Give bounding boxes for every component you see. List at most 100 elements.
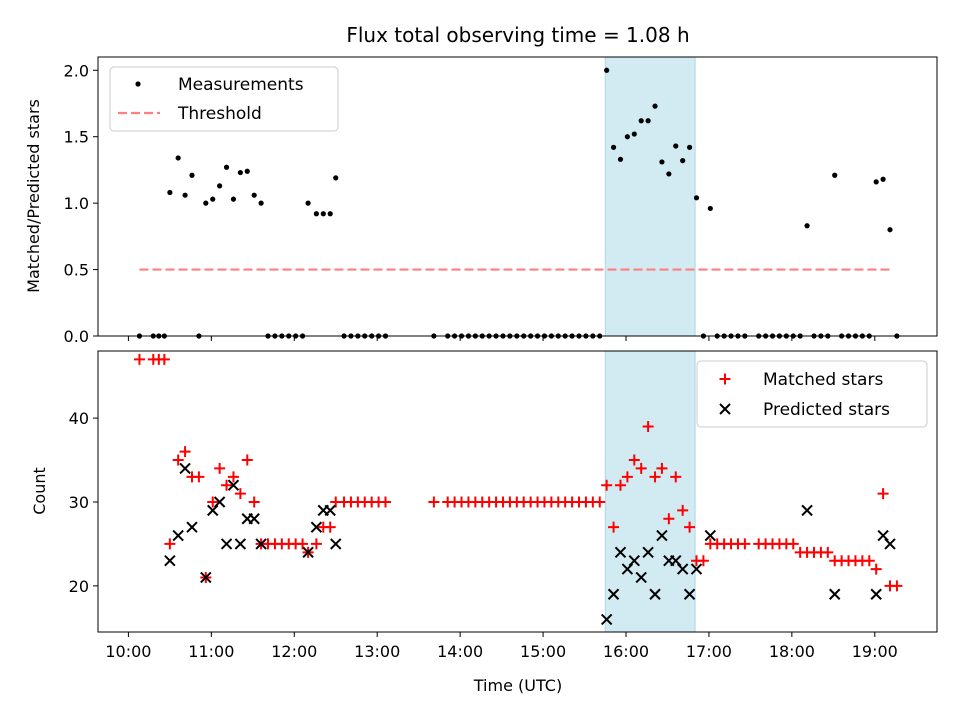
predicted-star-point [649,588,661,600]
count-y-axis-label: Count [30,467,49,515]
matched-star-point [739,538,751,550]
y-tick-label: 2.0 [64,61,89,80]
measurement-point [804,223,810,229]
predicted-star-point [877,529,889,542]
ratio-x-ticks [127,336,876,341]
count-legend: Matched stars Predicted stars [696,360,928,428]
measurement-point [305,200,311,206]
x-tick-label: 14:00 [437,642,483,661]
predicted-star-point [642,546,654,559]
measurement-point [666,171,672,177]
measurement-point [617,156,624,162]
measurement-point [237,169,243,176]
predicted-star-point [234,538,247,550]
x-tick-label: 16:00 [603,642,649,661]
matched-star-point [227,471,239,483]
measurement-points [136,67,900,339]
measurement-point [244,168,250,174]
matched-star-point [614,479,626,491]
measurement-point [673,143,679,149]
predicted-star-point [656,529,668,542]
legend-measurements-label: Measurements [178,75,304,95]
matched-star-point [594,496,606,508]
predicted-star-point [179,462,191,475]
legend-predicted-label: Predicted stars [763,400,890,420]
measurement-point [313,211,319,217]
measurement-point [258,200,264,206]
x-axis-label: Time (UTC) [473,676,562,695]
shaded-time-window [604,56,696,337]
x-tick-label: 17:00 [686,642,732,661]
measurement-point [217,183,223,189]
y-tick-label: 1.5 [64,128,89,147]
matched-star-point [193,471,205,483]
ratio-panel: 0.00.51.01.52.0 Matched/Predicted stars … [24,56,938,346]
measurement-point [251,192,257,198]
y-tick-label: 0.5 [64,261,89,280]
predicted-star-point [683,588,696,600]
predicted-star-point [213,496,226,508]
matched-star-point [863,555,875,567]
predicted-star-point [690,563,703,575]
matched-star-point [172,454,184,466]
count-y-ticks: 20 30 40 [69,409,98,596]
measurement-point [707,205,713,212]
legend-predicted-marker [719,403,731,415]
matched-star-point [656,462,668,474]
x-tick-label: 15:00 [520,642,566,661]
measurement-point [223,164,230,170]
matched-star-point [870,563,882,575]
predicted-star-point [220,538,233,550]
matched-star-point [787,538,799,550]
matched-star-point [297,538,309,550]
matched-star-point [379,496,391,508]
predicted-star-point [330,538,342,550]
legend-matched-marker [719,373,731,385]
measurement-point [873,179,879,185]
matched-star-point [697,555,709,567]
predicted-star-point [200,571,212,584]
predicted-star-point [255,538,267,550]
measurement-point [182,192,188,198]
matched-star-point [164,538,176,550]
y-tick-label: 20 [69,577,89,596]
measurement-point [638,118,644,124]
predicted-star-point [172,529,184,542]
x-tick-label: 12:00 [271,642,317,661]
x-tick-label: 10:00 [105,642,151,661]
matched-star-point [234,488,246,500]
predicted-star-point [248,513,260,525]
predicted-star-point [670,554,682,567]
shaded-time-window [604,350,696,633]
matched-star-point [628,454,640,466]
measurement-point [880,176,886,182]
predicted-star-point [829,588,841,600]
ratio-panel-frame [97,56,938,337]
measurement-point [203,200,209,206]
bottom-shaded-interval [604,350,696,633]
legend-threshold-label: Threshold [177,104,262,124]
matched-star-point [601,479,613,491]
x-tick-label: 19:00 [852,642,898,661]
predicted-star-point [302,546,314,559]
predicted-star-point [704,529,717,542]
predicted-star-point [207,504,219,517]
matched-star-point [621,471,633,483]
measurement-point [327,211,333,217]
matched-star-point [635,462,647,474]
predicted-star-point [614,546,627,559]
measurement-point [333,175,339,181]
predicted-star-point [607,588,620,600]
matched-star-point [221,479,233,491]
matched-star-point [133,353,145,365]
x-tick-label: 11:00 [188,642,234,661]
matched-star-point [248,496,260,508]
matched-star-point [670,471,682,483]
y-tick-label: 1.0 [64,194,89,213]
matched-star-point [608,521,620,533]
predicted-star-point [801,504,813,517]
measurement-point [686,144,693,150]
matched-star-point [642,420,654,432]
measurement-point [167,189,173,196]
count-x-ticks: 10:00 11:00 12:00 13:00 14:00 15:00 16:00 17:00… [105,632,898,661]
